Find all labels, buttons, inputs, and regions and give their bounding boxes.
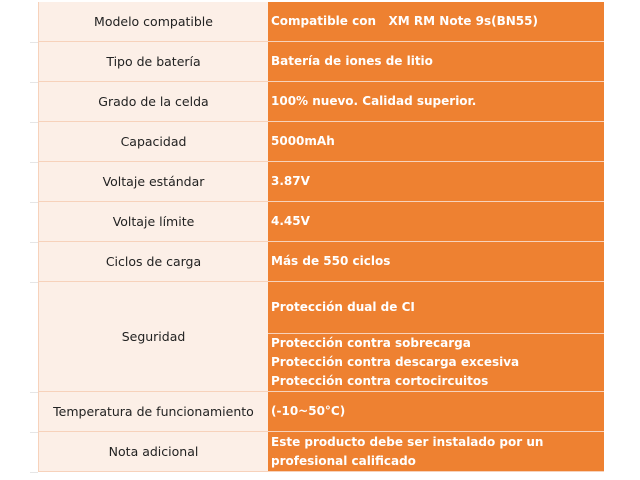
spec-value: 3.87V xyxy=(268,162,604,201)
spec-value: 100% nuevo. Calidad superior. xyxy=(268,82,604,121)
spec-value: 5000mAh xyxy=(268,122,604,161)
spec-label: Voltaje límite xyxy=(38,202,268,241)
spec-value: Batería de iones de litio xyxy=(268,42,604,81)
security-item: Protección contra cortocircuitos xyxy=(271,374,489,388)
note-value: Este producto debe ser instalado por un … xyxy=(268,432,604,471)
security-item: Protección contra descarga excesiva xyxy=(271,355,520,369)
spec-label: Grado de la celda xyxy=(38,82,268,121)
spec-row: Voltaje estándar 3.87V xyxy=(30,162,604,203)
note-label: Nota adicional xyxy=(38,432,268,471)
security-row: Seguridad Protección dual de CI Protecci… xyxy=(30,282,604,393)
spec-label: Modelo compatible xyxy=(38,2,268,41)
temperature-value: (-10~50°C) xyxy=(268,392,604,431)
spec-row: Modelo compatible Compatible con XM RM No… xyxy=(30,2,604,43)
security-item: Protección dual de CI xyxy=(268,282,604,334)
security-label: Seguridad xyxy=(38,282,268,391)
spec-value: 4.45V xyxy=(268,202,604,241)
spec-row: Grado de la celda 100% nuevo. Calidad sup… xyxy=(30,82,604,123)
spec-label: Capacidad xyxy=(38,122,268,161)
spec-row: Capacidad 5000mAh xyxy=(30,122,604,163)
spec-value: Compatible con XM RM Note 9s(BN55) xyxy=(268,2,604,41)
security-item: Protección contra sobrecarga xyxy=(271,336,471,350)
temperature-row: Temperatura de funcionamiento (-10~50°C) xyxy=(30,392,604,433)
spec-label: Voltaje estándar xyxy=(38,162,268,201)
spec-value: Más de 550 ciclos xyxy=(268,242,604,281)
spec-label: Tipo de batería xyxy=(38,42,268,81)
spec-row: Ciclos de carga Más de 550 ciclos xyxy=(30,242,604,283)
spec-label: Ciclos de carga xyxy=(38,242,268,281)
spec-row: Tipo de batería Batería de iones de litio xyxy=(30,42,604,83)
temperature-label: Temperatura de funcionamiento xyxy=(38,392,268,431)
spec-table: Modelo compatible Compatible con XM RM No… xyxy=(30,2,604,473)
spec-row: Voltaje límite 4.45V xyxy=(30,202,604,243)
note-row: Nota adicional Este producto debe ser ins… xyxy=(30,432,604,473)
